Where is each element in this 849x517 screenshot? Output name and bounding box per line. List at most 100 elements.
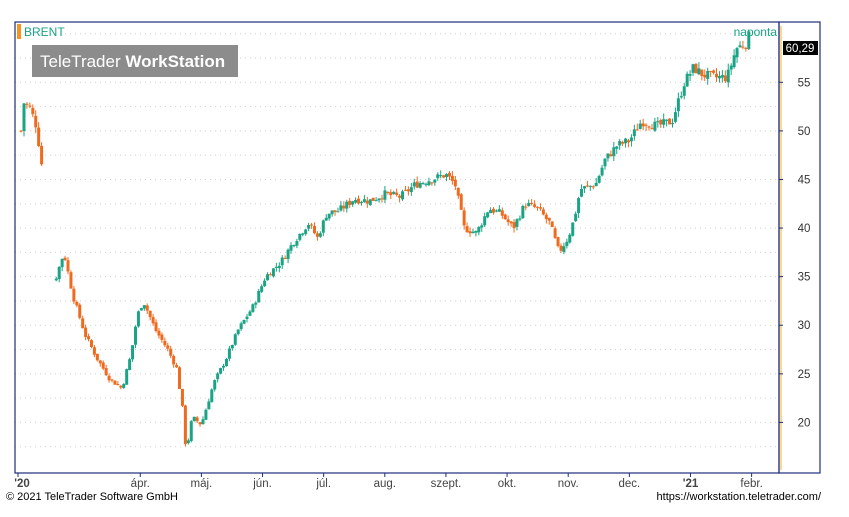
candle-body [415, 181, 419, 188]
candle-body [354, 200, 358, 203]
candle-body [154, 322, 158, 332]
candle-body [148, 310, 152, 318]
candle-body [494, 210, 498, 212]
candle-body [213, 380, 217, 390]
candle-body [66, 260, 70, 272]
candle-body [222, 365, 226, 368]
candle-body [236, 329, 240, 335]
candle-body [78, 304, 82, 318]
candle-body [717, 76, 721, 79]
candle-body [629, 137, 633, 142]
y-tick-label: 55 [798, 77, 811, 89]
candle-body [418, 183, 422, 188]
candle-body [374, 200, 378, 202]
candle-body [559, 245, 563, 251]
candle-body [647, 126, 651, 128]
y-tick-label: 30 [798, 320, 811, 332]
candle-body [536, 206, 540, 208]
candle-body [307, 225, 311, 229]
candle-body [75, 301, 79, 306]
candle-body [163, 340, 167, 346]
candle-body [31, 107, 35, 115]
candle-body [515, 219, 519, 227]
candle-body [386, 191, 390, 193]
candle-body [744, 47, 748, 49]
candle-body [706, 70, 710, 79]
candle-body [700, 69, 704, 77]
candle-body [659, 119, 663, 125]
title-accent [17, 24, 21, 39]
candle-body [377, 198, 381, 201]
candle-body [709, 71, 713, 73]
candle-body [486, 212, 490, 218]
candle-body [25, 103, 29, 105]
candle-body [248, 311, 252, 316]
y-tick-label: 50 [798, 126, 811, 138]
candle-body [186, 440, 190, 444]
candle-body [392, 191, 396, 194]
candle-body [406, 189, 410, 192]
x-tick-label: ápr. [131, 478, 150, 490]
candle-body [210, 389, 214, 402]
x-tick-label: júl. [315, 478, 331, 490]
candle-body [712, 70, 716, 73]
candle-body [668, 118, 672, 125]
candle-body [169, 348, 173, 356]
candle-body [553, 228, 557, 238]
candle-body [644, 124, 648, 126]
candle-body [439, 175, 443, 177]
candle-body [251, 304, 255, 312]
candle-body [430, 182, 434, 184]
candle-body [550, 221, 554, 228]
candle-body [691, 64, 695, 73]
candle-body [547, 217, 551, 221]
candle-body [380, 198, 384, 200]
candle-body [509, 221, 513, 224]
candle-body [216, 373, 220, 380]
candle-body [110, 379, 114, 381]
source-url-link[interactable]: https://workstation.teletrader.com/ [656, 491, 821, 503]
candle-body [125, 369, 129, 385]
candle-body [527, 202, 531, 207]
candle-body [312, 226, 316, 234]
candle-body [398, 195, 402, 198]
candle-body [292, 245, 296, 247]
candle-body [450, 175, 454, 181]
candle-body [315, 233, 319, 237]
chart-title: BRENT [24, 25, 65, 39]
candle-body [342, 205, 346, 209]
candle-body [600, 167, 604, 176]
watermark-box [32, 45, 238, 77]
candle-body [585, 185, 589, 187]
y-tick-label: 45 [798, 174, 811, 186]
candle-body [301, 233, 305, 235]
candle-body [471, 231, 475, 234]
candle-body [389, 192, 393, 196]
candle-body [339, 205, 343, 211]
candle-body [729, 65, 733, 70]
candle-body [19, 130, 23, 132]
candle-body [283, 258, 287, 260]
candle-body [37, 127, 41, 147]
candle-body [465, 226, 469, 233]
candle-body [626, 140, 630, 143]
candle-body [40, 145, 44, 165]
candle-body [189, 421, 193, 442]
candle-body [591, 186, 595, 188]
candle-body [268, 274, 272, 276]
candle-body [638, 123, 642, 129]
candle-body [530, 202, 534, 204]
candle-body [574, 213, 578, 222]
candle-body [321, 220, 325, 233]
candle-body [606, 153, 610, 159]
candle-body [151, 317, 155, 324]
candle-body [462, 210, 466, 226]
candle-body [227, 348, 231, 359]
candle-body [239, 323, 243, 330]
candle-body [201, 419, 205, 425]
candle-body [468, 231, 472, 234]
candle-body [119, 385, 123, 388]
candle-body [447, 172, 451, 177]
candle-body [183, 405, 187, 444]
